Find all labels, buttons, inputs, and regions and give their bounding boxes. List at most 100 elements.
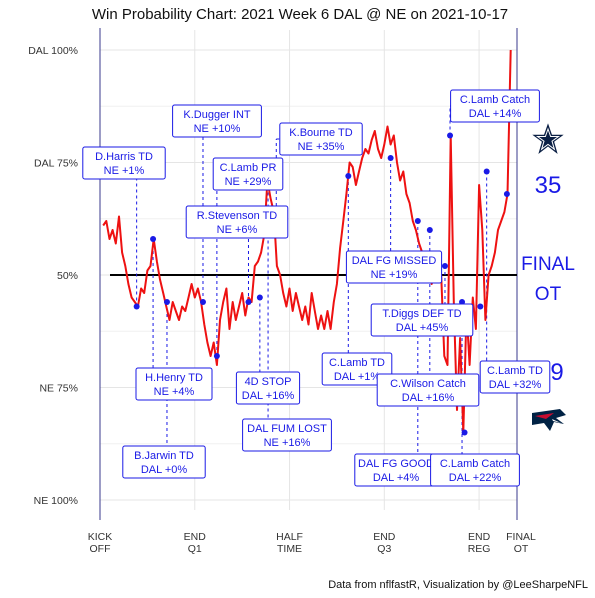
event-annotation-label: DAL +22% bbox=[449, 472, 502, 484]
event-annotation-label: 4D STOP bbox=[245, 376, 292, 388]
event-annotation: 4D STOP DAL +16% bbox=[235, 371, 301, 405]
event-annotation-box bbox=[450, 89, 540, 123]
event-annotation-box bbox=[242, 418, 332, 452]
event-annotation-box bbox=[185, 205, 289, 239]
event-point bbox=[477, 303, 484, 310]
event-point bbox=[503, 191, 510, 197]
event-annotation-label: C.Lamb Catch bbox=[460, 94, 530, 106]
event-annotation-label: NE +19% bbox=[371, 269, 418, 281]
event-annotation-label: DAL +32% bbox=[489, 379, 542, 391]
dal-score: 35 bbox=[535, 172, 562, 199]
event-annotation-label: DAL +14% bbox=[469, 108, 522, 120]
event-point bbox=[245, 299, 252, 305]
event-point bbox=[483, 168, 490, 175]
x-tick-label: OT bbox=[514, 543, 529, 555]
event-annotation-label: R.Stevenson TD bbox=[197, 210, 278, 222]
event-point bbox=[461, 429, 468, 436]
x-tick-label: OFF bbox=[90, 543, 111, 555]
event-annotation: D.Harris TD NE +1% bbox=[82, 146, 166, 180]
event-annotation-label: K.Bourne TD bbox=[289, 127, 352, 139]
event-annotation-box bbox=[122, 445, 206, 479]
x-tick-label: END bbox=[184, 531, 207, 543]
event-annotation-label: NE +6% bbox=[217, 224, 258, 236]
event-annotation-label: K.Dugger INT bbox=[183, 109, 251, 121]
event-point bbox=[387, 155, 394, 161]
event-annotation: B.Jarwin TD DAL +0% bbox=[122, 445, 206, 479]
event-annotation-box bbox=[376, 373, 480, 407]
event-annotation-label: C.Lamb TD bbox=[329, 357, 385, 369]
event-annotation: DAL FUM LOST NE +16% bbox=[242, 418, 332, 452]
event-point bbox=[133, 303, 140, 310]
event-annotation-label: H.Henry TD bbox=[145, 372, 203, 384]
x-tick-label: Q1 bbox=[188, 543, 202, 555]
event-point bbox=[441, 263, 448, 269]
ne-score: 9 bbox=[550, 359, 563, 386]
event-annotation: H.Henry TD NE +4% bbox=[135, 367, 213, 401]
event-annotation-label: NE +16% bbox=[264, 437, 311, 449]
event-annotation: C.Lamb PR NE +29% bbox=[212, 157, 284, 191]
x-tick-label: KICK bbox=[88, 531, 113, 543]
event-annotation-box bbox=[430, 453, 520, 487]
event-annotation: C.Lamb TD DAL +1% bbox=[321, 352, 393, 386]
y-tick-label: NE 75% bbox=[39, 383, 78, 395]
event-annotation: R.Stevenson TD NE +6% bbox=[185, 205, 289, 239]
event-annotation-box bbox=[321, 352, 393, 386]
scoreboard: 35 FINAL OT 9 bbox=[521, 118, 575, 431]
event-annotation-label: DAL FUM LOST bbox=[247, 423, 327, 435]
event-annotation-box bbox=[235, 371, 301, 405]
event-annotation-label: D.Harris TD bbox=[95, 151, 153, 163]
chart-caption: Data from nflfastR, Visualization by @Le… bbox=[328, 579, 588, 591]
y-tick-label: DAL 75% bbox=[34, 158, 78, 170]
event-annotation: C.Wilson Catch DAL +16% bbox=[376, 373, 480, 407]
event-annotation-label: DAL +45% bbox=[396, 322, 449, 334]
x-tick-label: END bbox=[468, 531, 491, 543]
patriots-logo bbox=[532, 409, 566, 431]
event-point bbox=[150, 236, 157, 242]
event-annotation-box bbox=[135, 367, 213, 401]
x-tick-label: REG bbox=[468, 543, 491, 555]
event-annotations: D.Harris TD NE +1% H.Henry TD NE +4% B.Jarwi… bbox=[82, 89, 551, 487]
x-tick-label: FINAL bbox=[506, 531, 536, 543]
event-annotation-box bbox=[82, 146, 166, 180]
event-annotation-label: NE +35% bbox=[298, 141, 345, 153]
game-status-line-1: FINAL bbox=[521, 254, 575, 275]
y-tick-label: DAL 100% bbox=[28, 45, 78, 57]
event-annotation-label: DAL FG GOOD bbox=[358, 458, 434, 470]
event-annotation-label: C.Lamb Catch bbox=[440, 458, 510, 470]
event-annotation-box bbox=[279, 122, 363, 156]
event-point bbox=[447, 132, 454, 139]
event-annotation-label: DAL +16% bbox=[242, 390, 295, 402]
event-annotation-label: DAL FG MISSED bbox=[352, 255, 437, 267]
event-guides bbox=[124, 105, 515, 471]
event-point bbox=[256, 294, 263, 301]
event-point bbox=[163, 299, 170, 305]
event-annotation: DAL FG GOOD DAL +4% bbox=[354, 453, 438, 487]
event-annotation-box bbox=[370, 303, 474, 337]
event-annotation-label: DAL +4% bbox=[373, 472, 420, 484]
event-annotation-label: C.Wilson Catch bbox=[390, 378, 466, 390]
event-point bbox=[414, 218, 421, 224]
event-point bbox=[345, 173, 352, 179]
event-annotation-label: C.Lamb PR bbox=[220, 162, 277, 174]
game-status-line-2: OT bbox=[535, 284, 562, 305]
x-tick-label: TIME bbox=[277, 543, 302, 555]
event-annotation: C.Lamb TD DAL +32% bbox=[479, 360, 551, 394]
event-annotation-box bbox=[345, 250, 443, 284]
x-tick-label: END bbox=[373, 531, 396, 543]
event-annotation-label: DAL +0% bbox=[141, 464, 188, 476]
event-annotation: C.Lamb Catch DAL +14% bbox=[450, 89, 540, 123]
event-annotation-label: NE +29% bbox=[225, 176, 272, 188]
event-point bbox=[213, 353, 220, 359]
event-point bbox=[426, 227, 433, 233]
event-annotation-label: B.Jarwin TD bbox=[134, 450, 194, 462]
dallas-star-logo bbox=[527, 118, 569, 158]
event-annotation-box bbox=[212, 157, 284, 191]
event-annotation-label: C.Lamb TD bbox=[487, 365, 543, 377]
event-point bbox=[199, 299, 206, 305]
event-annotation-label: DAL +16% bbox=[402, 392, 455, 404]
y-tick-label: 50% bbox=[57, 270, 78, 282]
event-annotation-label: NE +4% bbox=[154, 386, 195, 398]
event-annotation-label: T.Diggs DEF TD bbox=[382, 308, 461, 320]
